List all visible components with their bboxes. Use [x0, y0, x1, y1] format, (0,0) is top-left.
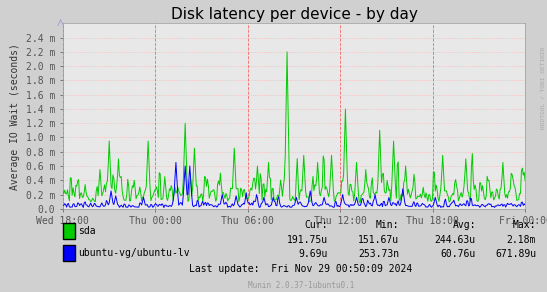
Text: 253.73n: 253.73n	[358, 249, 399, 259]
Text: RRDTOOL / TOBI OETIKER: RRDTOOL / TOBI OETIKER	[541, 46, 546, 129]
Text: 671.89u: 671.89u	[495, 249, 536, 259]
Text: Max:: Max:	[513, 220, 536, 230]
Title: Disk latency per device - by day: Disk latency per device - by day	[171, 7, 417, 22]
Text: 244.63u: 244.63u	[435, 235, 476, 245]
Text: 191.75u: 191.75u	[287, 235, 328, 245]
Text: 151.67u: 151.67u	[358, 235, 399, 245]
Text: ubuntu-vg/ubuntu-lv: ubuntu-vg/ubuntu-lv	[78, 248, 189, 258]
Y-axis label: Average IO Wait (seconds): Average IO Wait (seconds)	[10, 43, 20, 190]
Text: Munin 2.0.37-1ubuntu0.1: Munin 2.0.37-1ubuntu0.1	[248, 281, 354, 290]
Text: sda: sda	[78, 226, 95, 236]
Text: Last update:  Fri Nov 29 00:50:09 2024: Last update: Fri Nov 29 00:50:09 2024	[189, 264, 412, 274]
Text: 9.69u: 9.69u	[299, 249, 328, 259]
Text: Avg:: Avg:	[452, 220, 476, 230]
Text: 2.18m: 2.18m	[507, 235, 536, 245]
Text: Cur:: Cur:	[305, 220, 328, 230]
Text: 60.76u: 60.76u	[441, 249, 476, 259]
Text: Min:: Min:	[376, 220, 399, 230]
